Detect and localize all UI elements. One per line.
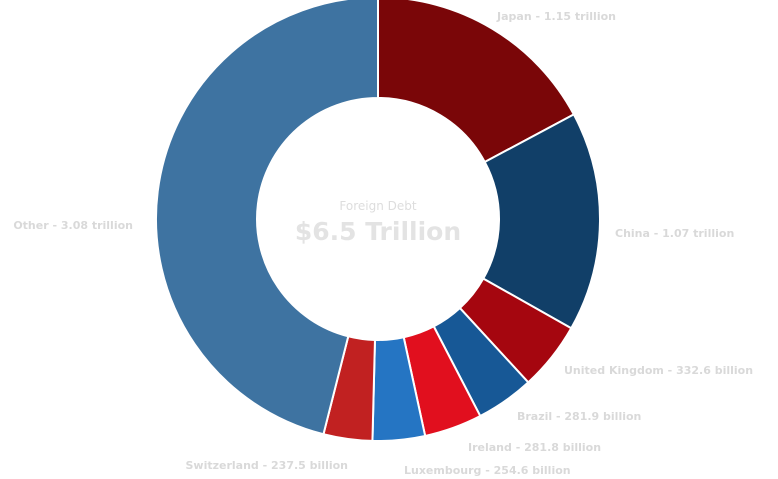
slice-label-4: Ireland - 281.8 billion <box>468 441 601 454</box>
center-title: Foreign Debt <box>339 199 416 213</box>
slice-label-1: China - 1.07 trillion <box>615 227 734 240</box>
slice-label-7: Other - 3.08 trillion <box>13 219 133 232</box>
slice-label-2: United Kingdom - 332.6 billion <box>564 364 753 377</box>
slice-label-3: Brazil - 281.9 billion <box>517 410 641 423</box>
slice-label-6: Switzerland - 237.5 billion <box>186 459 349 472</box>
slices-group <box>155 0 601 442</box>
slice-0[interactable] <box>377 0 576 164</box>
center-total: $6.5 Trillion <box>295 217 461 246</box>
slice-label-0: Japan - 1.15 trillion <box>496 10 616 23</box>
slice-label-5: Luxembourg - 254.6 billion <box>404 464 571 477</box>
labels-group: Japan - 1.15 trillion China - 1.07 trilli… <box>13 10 753 477</box>
slice-7[interactable] <box>155 0 379 436</box>
